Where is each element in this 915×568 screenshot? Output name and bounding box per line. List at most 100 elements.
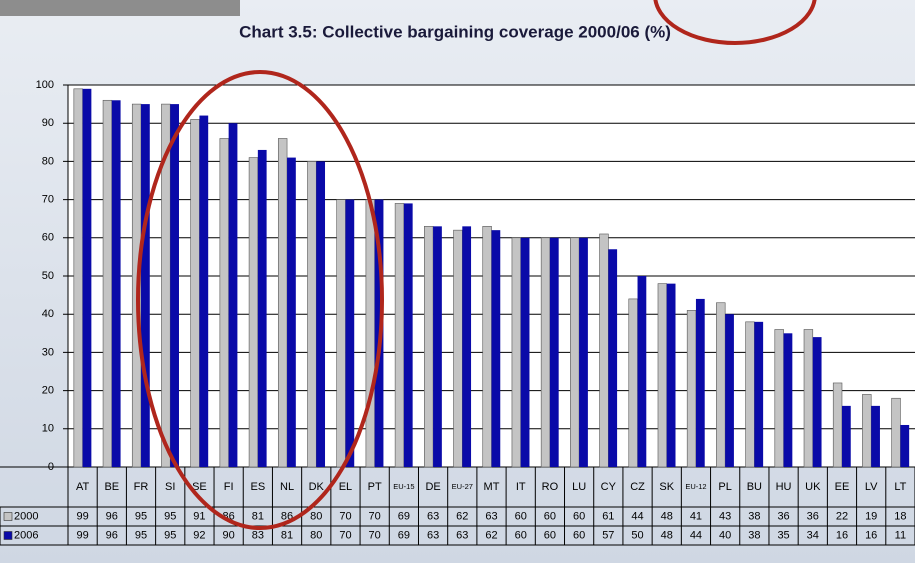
y-tick-label: 50 <box>42 270 54 282</box>
x-tick-label: DK <box>309 481 325 493</box>
table-value: 69 <box>398 510 410 522</box>
bar <box>746 322 755 467</box>
bar <box>404 203 413 467</box>
bar <box>667 284 676 467</box>
table-value: 60 <box>515 510 527 522</box>
table-value: 16 <box>836 529 848 541</box>
table-value: 62 <box>485 529 497 541</box>
table-value: 36 <box>777 510 789 522</box>
x-tick-label: PL <box>718 481 731 493</box>
table-value: 38 <box>748 510 760 522</box>
x-tick-label: EE <box>835 481 850 493</box>
table-value: 70 <box>369 510 381 522</box>
table-value: 44 <box>690 529 702 541</box>
table-value: 63 <box>427 510 439 522</box>
x-tick-label: FI <box>224 481 234 493</box>
photo-fragment <box>0 0 240 16</box>
bar <box>725 314 734 467</box>
bar <box>629 299 638 467</box>
bar <box>833 383 842 467</box>
table-value: 61 <box>602 510 614 522</box>
bar <box>112 100 121 467</box>
y-tick-label: 30 <box>42 346 54 358</box>
bar <box>492 230 501 467</box>
x-tick-label: EU-27 <box>452 482 473 491</box>
y-tick-label: 70 <box>42 194 54 206</box>
table-value: 95 <box>164 529 176 541</box>
x-tick-label: SI <box>165 481 175 493</box>
table-value: 60 <box>573 529 585 541</box>
table-value: 35 <box>777 529 789 541</box>
bar <box>600 234 609 467</box>
x-tick-label: ES <box>251 481 266 493</box>
table-value: 81 <box>252 510 264 522</box>
bar <box>307 161 316 467</box>
table-value: 95 <box>135 529 147 541</box>
legend-swatch <box>4 513 12 521</box>
bar <box>454 230 463 467</box>
table-value: 90 <box>223 529 235 541</box>
table-value: 63 <box>456 529 468 541</box>
table-value: 81 <box>281 529 293 541</box>
x-tick-label: PT <box>368 481 382 493</box>
table-value: 92 <box>193 529 205 541</box>
bar <box>871 406 880 467</box>
table-value: 96 <box>106 529 118 541</box>
bar <box>424 226 433 467</box>
table-value: 16 <box>865 529 877 541</box>
table-value: 80 <box>310 529 322 541</box>
table-value: 48 <box>661 510 673 522</box>
x-tick-label: EL <box>339 481 352 493</box>
table-value: 48 <box>661 529 673 541</box>
bar <box>199 116 208 467</box>
x-tick-label: LT <box>894 481 906 493</box>
bar <box>862 394 871 467</box>
x-tick-label: BE <box>104 481 119 493</box>
x-tick-label: EU-12 <box>685 482 706 491</box>
table-value: 95 <box>164 510 176 522</box>
table-value: 63 <box>485 510 497 522</box>
x-tick-label: LV <box>865 481 878 493</box>
table-value: 60 <box>515 529 527 541</box>
bar <box>900 425 909 467</box>
table-value: 44 <box>631 510 643 522</box>
bar <box>141 104 150 467</box>
table-value: 19 <box>865 510 877 522</box>
bar <box>345 200 354 467</box>
table-value: 50 <box>631 529 643 541</box>
y-tick-label: 80 <box>42 155 54 167</box>
table-value: 63 <box>427 529 439 541</box>
x-tick-label: EU-15 <box>393 482 414 491</box>
x-tick-label: FR <box>134 481 149 493</box>
bar <box>892 398 901 467</box>
bar <box>220 138 229 467</box>
table-value: 69 <box>398 529 410 541</box>
bar <box>696 299 705 467</box>
bar <box>775 329 784 467</box>
table-value: 57 <box>602 529 614 541</box>
table-value: 80 <box>310 510 322 522</box>
bar <box>716 303 725 467</box>
page: Chart 3.5: Collective bargaining coverag… <box>0 0 915 568</box>
table-value: 38 <box>748 529 760 541</box>
bar <box>550 238 559 467</box>
table-value: 70 <box>369 529 381 541</box>
bar <box>83 89 92 467</box>
legend-label: 2000 <box>14 510 38 522</box>
table-value: 60 <box>573 510 585 522</box>
bar <box>249 158 258 467</box>
chart-title: Chart 3.5: Collective bargaining coverag… <box>239 22 671 41</box>
bar <box>658 284 667 467</box>
bar <box>433 226 442 467</box>
bar <box>842 406 851 467</box>
table-value: 43 <box>719 510 731 522</box>
bar <box>103 100 112 467</box>
bar <box>74 89 83 467</box>
bar <box>483 226 492 467</box>
bar <box>754 322 763 467</box>
x-tick-label: SK <box>659 481 674 493</box>
x-tick-label: MT <box>484 481 500 493</box>
table-value: 18 <box>894 510 906 522</box>
bar <box>512 238 521 467</box>
bar <box>316 161 325 467</box>
